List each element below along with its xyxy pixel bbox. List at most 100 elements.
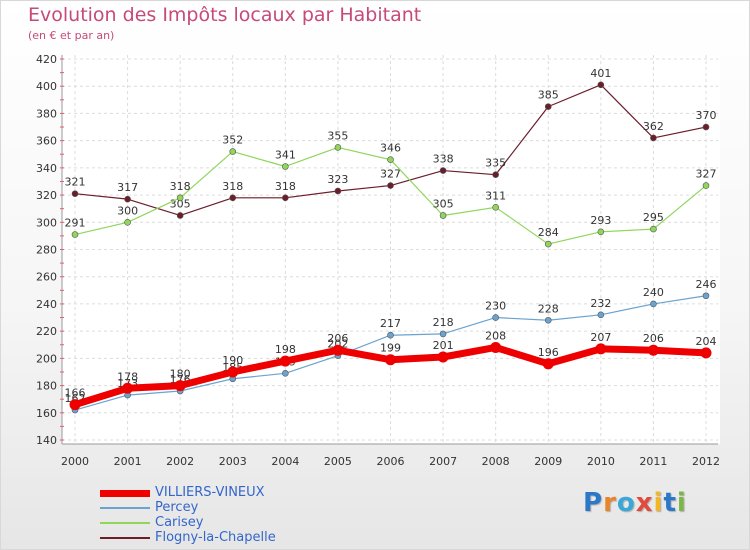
data-point-percey — [387, 331, 394, 339]
legend-swatch — [100, 489, 150, 497]
data-point-villiers-vineux — [174, 380, 186, 392]
data-point-percey — [282, 370, 289, 377]
data-point-villiers-vineux — [385, 354, 396, 366]
data-label-percey: 232 — [590, 297, 611, 310]
x-tick-label: 2007 — [429, 455, 457, 468]
data-point-carisey — [124, 218, 131, 226]
data-label-villiers-vineux: 208 — [485, 329, 506, 342]
data-point-carisey — [282, 163, 289, 170]
logo-letter: i — [676, 488, 687, 518]
data-point-carisey — [176, 194, 184, 202]
logo-letter: r — [603, 488, 617, 518]
data-point-percey — [702, 292, 710, 300]
data-point-carisey — [439, 212, 447, 219]
data-label-flogny-la-chapelle: 370 — [696, 109, 717, 122]
y-tick-label: 200 — [36, 352, 57, 365]
data-label-percey: 218 — [433, 316, 454, 329]
x-tick-label: 2002 — [166, 455, 194, 468]
data-point-villiers-vineux — [122, 382, 134, 394]
data-point-villiers-vineux — [647, 344, 659, 356]
data-label-flogny-la-chapelle: 362 — [643, 120, 664, 133]
x-tick-label: 2010 — [587, 455, 615, 468]
x-tick-label: 2003 — [219, 455, 247, 468]
data-point-villiers-vineux — [279, 355, 291, 367]
data-point-carisey — [650, 225, 657, 233]
data-label-carisey: 346 — [380, 142, 401, 155]
data-label-villiers-vineux: 206 — [327, 332, 348, 345]
data-label-villiers-vineux: 207 — [590, 331, 611, 344]
data-point-percey — [492, 314, 499, 321]
legend-label: Flogny-la-Chapelle — [155, 530, 276, 545]
y-tick-label: 140 — [36, 434, 57, 447]
legend-label: Carisey — [155, 515, 204, 530]
data-point-flogny-la-chapelle — [597, 81, 605, 89]
legend-item: VILLIERS-VINEUX — [100, 485, 360, 501]
data-point-villiers-vineux — [595, 343, 607, 355]
data-label-flogny-la-chapelle: 318 — [222, 180, 243, 193]
data-point-villiers-vineux — [332, 344, 344, 356]
data-point-flogny-la-chapelle — [71, 190, 79, 198]
data-label-percey: 230 — [485, 300, 506, 313]
data-point-percey — [597, 311, 605, 319]
data-point-percey — [544, 316, 552, 324]
data-label-villiers-vineux: 166 — [65, 387, 86, 400]
y-tick-label: 280 — [36, 244, 57, 257]
data-point-percey — [650, 300, 657, 308]
data-point-carisey — [492, 204, 499, 211]
data-label-carisey: 341 — [275, 148, 296, 161]
data-label-flogny-la-chapelle: 327 — [380, 168, 401, 181]
legend-swatch — [100, 507, 150, 509]
data-label-carisey: 291 — [65, 217, 86, 230]
data-point-villiers-vineux — [490, 341, 502, 353]
logo-letter: o — [616, 488, 636, 518]
logo-letter: i — [653, 488, 664, 518]
x-tick-label: 2006 — [377, 455, 405, 468]
data-label-percey: 246 — [696, 278, 717, 291]
chart-legend: VILLIERS-VINEUX Percey Carisey Flogny-la-Ch… — [100, 485, 360, 546]
data-label-villiers-vineux: 180 — [170, 368, 191, 381]
data-label-percey: 228 — [538, 302, 559, 315]
data-label-carisey: 318 — [170, 180, 191, 193]
data-label-flogny-la-chapelle: 321 — [65, 176, 86, 189]
data-point-carisey — [71, 231, 79, 238]
data-label-carisey: 293 — [590, 214, 611, 227]
data-point-flogny-la-chapelle — [439, 167, 447, 174]
x-tick-label: 2011 — [639, 455, 667, 468]
data-label-carisey: 300 — [117, 204, 138, 217]
data-point-carisey — [544, 240, 552, 248]
data-label-percey: 217 — [380, 317, 401, 330]
data-label-carisey: 327 — [696, 168, 717, 181]
data-label-villiers-vineux: 196 — [538, 346, 559, 359]
data-point-flogny-la-chapelle — [282, 194, 289, 202]
data-label-flogny-la-chapelle: 317 — [117, 181, 138, 194]
data-label-villiers-vineux: 198 — [275, 343, 296, 356]
data-point-flogny-la-chapelle — [387, 182, 394, 189]
logo-letter: x — [635, 488, 654, 518]
data-label-flogny-la-chapelle: 385 — [538, 89, 559, 102]
data-label-carisey: 295 — [643, 211, 664, 224]
data-label-villiers-vineux: 178 — [117, 370, 138, 383]
data-label-villiers-vineux: 201 — [433, 339, 454, 352]
data-label-percey: 202 — [327, 338, 348, 351]
x-tick-label: 2001 — [114, 455, 142, 468]
y-tick-label: 240 — [36, 298, 57, 311]
data-label-carisey: 355 — [327, 129, 348, 142]
data-label-carisey: 284 — [538, 226, 559, 239]
y-tick-label: 340 — [36, 162, 57, 175]
data-point-villiers-vineux — [437, 351, 449, 363]
data-label-flogny-la-chapelle: 338 — [433, 153, 454, 166]
logo-letter: P — [583, 488, 604, 518]
data-label-villiers-vineux: 199 — [380, 342, 401, 355]
data-point-carisey — [229, 148, 237, 155]
y-tick-label: 300 — [36, 216, 57, 229]
y-tick-label: 160 — [36, 407, 57, 420]
legend-label: VILLIERS-VINEUX — [155, 485, 265, 500]
y-tick-label: 400 — [36, 80, 57, 93]
data-label-carisey: 311 — [485, 189, 506, 202]
chart-subtitle: (en € et par an) — [28, 29, 115, 42]
data-point-villiers-vineux — [542, 358, 554, 370]
data-label-percey: 240 — [643, 286, 664, 299]
y-tick-label: 420 — [36, 53, 57, 66]
legend-swatch — [100, 522, 150, 524]
data-label-carisey: 352 — [222, 134, 243, 147]
